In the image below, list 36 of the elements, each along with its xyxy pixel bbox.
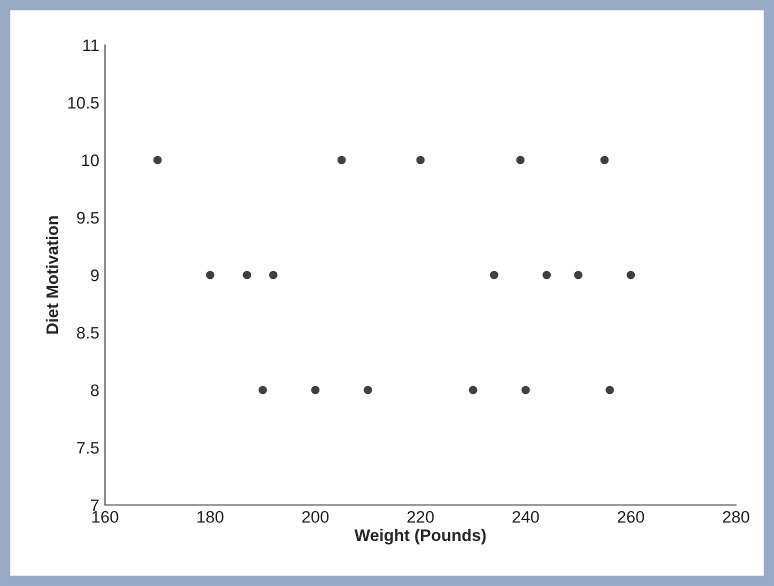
point (626, 270, 635, 280)
x-tick-label: 220 (407, 510, 434, 523)
point (600, 156, 609, 164)
x-tick-label: 200 (302, 510, 329, 523)
x-axis-title: Weight (Pounds) (354, 528, 486, 544)
point (490, 270, 498, 280)
y-tick-label: 7 (91, 500, 99, 512)
y-tick-label: 8 (90, 384, 99, 396)
point (574, 270, 582, 280)
y-tick-label: 10.5 (68, 96, 99, 109)
point (606, 386, 614, 394)
point (364, 386, 372, 394)
point (416, 156, 425, 164)
y-axis-title: Diet Motivation (46, 216, 58, 334)
y-tick-label: 8.5 (77, 326, 99, 339)
point (542, 270, 551, 280)
y-tick-label: 7.5 (77, 442, 99, 454)
y-tick-label: 9 (90, 269, 99, 282)
x-tick-label: 240 (512, 510, 539, 523)
x-tick-label: 280 (722, 510, 750, 523)
point (311, 386, 320, 394)
point (468, 386, 478, 394)
point (337, 156, 346, 164)
x-tick-label: 180 (198, 510, 224, 523)
x-tick-label: 160 (92, 510, 118, 523)
point (206, 270, 214, 280)
point (258, 386, 267, 394)
point (516, 156, 525, 164)
x-tick-label: 260 (618, 510, 644, 523)
y-tick-label: 9.5 (77, 212, 99, 224)
point (242, 270, 252, 280)
point (153, 156, 162, 164)
point (269, 270, 278, 280)
y-tick-label: 10 (82, 154, 99, 166)
y-tick-label: 11 (83, 40, 99, 52)
point (522, 386, 530, 394)
